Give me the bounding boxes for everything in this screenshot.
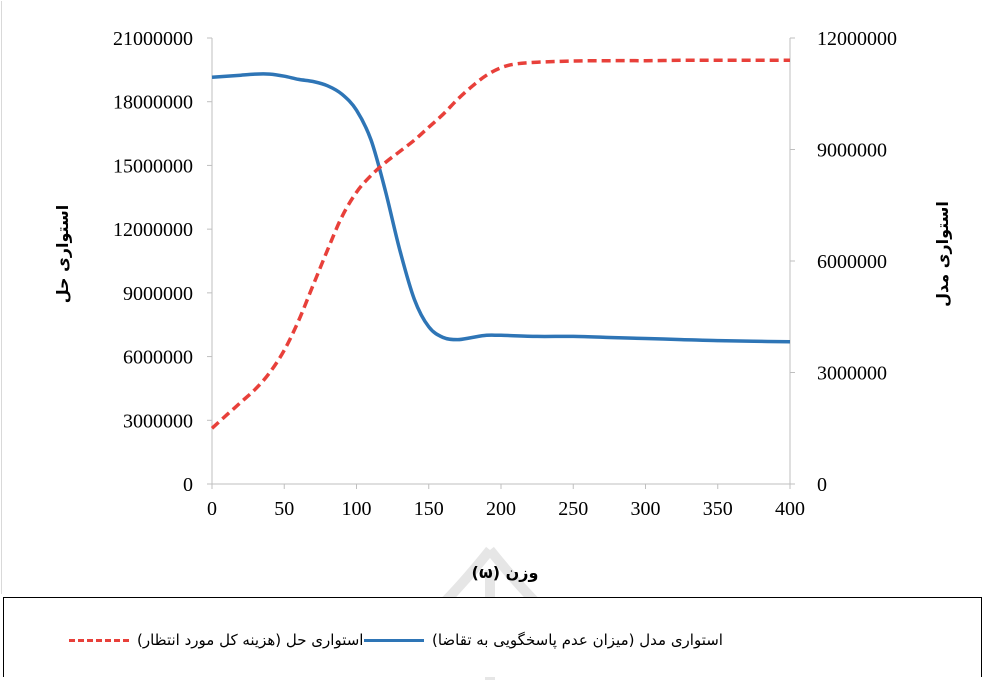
left-y-tick-label: 3000000: [123, 410, 193, 432]
left-y-tick-label: 9000000: [123, 283, 193, 305]
chart-frame: [1, 1, 982, 594]
x-tick-label: 300: [631, 498, 661, 520]
right-y-tick-label: 0: [817, 474, 827, 496]
right-y-axis-title: استواری مدل: [933, 201, 952, 307]
right-y-tick-label: 9000000: [817, 140, 887, 162]
left-y-tick-label: 18000000: [113, 92, 193, 114]
right-y-tick-label: 3000000: [817, 363, 887, 385]
x-tick-label: 250: [558, 498, 588, 520]
left-y-tick-label: 6000000: [123, 347, 193, 369]
left-y-tick-label: 15000000: [113, 155, 193, 177]
legend-swatch-solid: [364, 638, 424, 642]
series-layer: [210, 58, 791, 430]
legend-label: استواری مدل (میزان عدم پاسخگویی به تقاضا…: [432, 631, 723, 649]
chart-axes: [211, 38, 791, 485]
line-chart: 0 50 100 150 200 250 300 350 400 0 3000000 6000000…: [53, 28, 952, 582]
legend-item-model-robustness: استواری مدل (میزان عدم پاسخگویی به تقاضا…: [364, 628, 723, 652]
left-y-tick-labels: 0 3000000 6000000 9000000 12000000 15000000 18…: [113, 28, 212, 496]
x-tick-label: 50: [274, 498, 294, 520]
x-axis-title: وزن (ω): [472, 563, 539, 582]
x-tick-label: 200: [486, 498, 516, 520]
legend-swatch-dashed: [69, 638, 129, 642]
x-tick-label: 400: [775, 498, 805, 520]
left-y-tick-label: 21000000: [113, 28, 193, 50]
x-tick-labels: 0 50 100 150 200 250 300 350 400: [207, 484, 805, 520]
legend-label: استواری حل (هزینه کل مورد انتظار): [137, 631, 364, 649]
x-tick-label: 100: [342, 498, 372, 520]
series-line-model-robustness: [211, 72, 791, 344]
x-tick-label: 0: [207, 498, 217, 520]
right-y-tick-labels: 0 3000000 6000000 9000000 12000000: [790, 28, 897, 496]
series-line-solution-robustness: [210, 58, 790, 430]
legend-item-solution-robustness: استواری حل (هزینه کل مورد انتظار): [69, 628, 363, 652]
left-y-tick-label: 12000000: [113, 219, 193, 241]
left-y-tick-label: 0: [183, 474, 193, 496]
right-y-tick-label: 12000000: [817, 28, 897, 50]
left-y-axis-title: استواری حل: [53, 205, 72, 304]
x-tick-label: 150: [414, 498, 444, 520]
x-tick-label: 350: [703, 498, 733, 520]
legend: استواری مدل (میزان عدم پاسخگویی به تقاضا…: [3, 597, 982, 677]
right-y-tick-label: 6000000: [817, 251, 887, 273]
